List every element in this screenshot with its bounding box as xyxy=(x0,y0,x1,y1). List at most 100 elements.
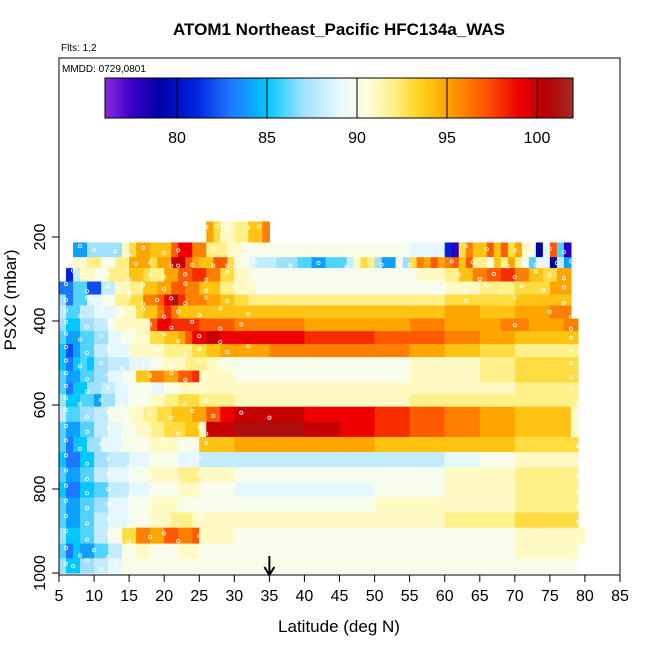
heatmap-cell xyxy=(220,331,306,345)
sample-point xyxy=(302,250,307,255)
colorbar-swatch xyxy=(389,78,394,118)
sample-point xyxy=(169,371,174,376)
sample-point xyxy=(442,285,447,290)
heatmap-cell xyxy=(437,257,446,269)
heatmap-cell xyxy=(514,331,579,345)
sample-point xyxy=(253,274,258,279)
heatmap-cell xyxy=(570,421,579,438)
heatmap-cell xyxy=(66,382,74,395)
heatmap-cell xyxy=(80,558,95,574)
heatmap-cell xyxy=(199,527,235,545)
sample-point xyxy=(204,440,209,445)
heatmap-cell xyxy=(514,512,579,529)
sample-point xyxy=(64,453,69,458)
sample-point xyxy=(106,517,111,522)
sample-point xyxy=(288,263,293,268)
sample-point xyxy=(64,319,69,324)
heatmap-cell xyxy=(500,268,516,283)
x-tick-label: 25 xyxy=(190,588,208,605)
heatmap-cell xyxy=(367,257,376,269)
heatmap-cell xyxy=(108,467,130,483)
sample-point xyxy=(183,353,188,358)
heatmap-cell xyxy=(234,497,306,514)
colorbar-swatch xyxy=(493,78,498,118)
heatmap-cell xyxy=(115,394,130,408)
heatmap-cell xyxy=(150,257,158,269)
sample-point xyxy=(190,408,195,413)
heatmap-cell xyxy=(108,527,123,545)
sample-point xyxy=(197,470,202,475)
heatmap-cell xyxy=(59,406,67,423)
heatmap-cell xyxy=(248,257,256,269)
sample-point xyxy=(99,334,104,339)
heatmap-cell xyxy=(248,221,263,244)
heatmap-cell xyxy=(94,482,109,498)
x-tick-label: 30 xyxy=(225,588,243,605)
heatmap-cell xyxy=(80,467,95,483)
sample-point xyxy=(106,284,111,289)
heatmap-cell xyxy=(493,257,502,269)
heatmap-cell xyxy=(409,394,481,408)
heatmap-cell xyxy=(94,370,109,383)
colorbar-swatch xyxy=(153,78,158,118)
y-axis: 200 400 600 800 1000 xyxy=(32,224,59,591)
sample-point xyxy=(526,251,531,256)
heatmap-cell xyxy=(444,242,453,258)
colorbar-swatch xyxy=(333,78,338,118)
heatmap-cell xyxy=(192,268,207,283)
heatmap-cell xyxy=(59,281,74,296)
heatmap-cell xyxy=(542,242,551,258)
sample-point xyxy=(176,263,181,268)
heatmap-cell xyxy=(514,436,579,453)
sample-point xyxy=(260,247,265,252)
sample-point xyxy=(197,346,202,351)
heatmap-cell xyxy=(458,257,467,269)
sample-point xyxy=(78,337,83,342)
heatmap-cell xyxy=(164,344,193,358)
heatmap-cell xyxy=(143,406,158,423)
heatmap-cell xyxy=(115,305,123,320)
heatmap-cell xyxy=(59,527,67,545)
heatmap-cell xyxy=(234,268,249,283)
colorbar-swatch xyxy=(305,78,310,118)
heatmap-cell xyxy=(514,305,551,320)
colorbar-swatch xyxy=(509,78,514,118)
heatmap-cell xyxy=(220,281,235,296)
heatmap-cell xyxy=(73,281,88,296)
heatmap-cell xyxy=(80,406,95,423)
heatmap-cell xyxy=(87,257,102,269)
sample-point xyxy=(225,263,230,268)
colorbar-swatch xyxy=(169,78,174,118)
colorbar-swatch xyxy=(357,78,362,118)
heatmap-cell xyxy=(325,257,348,269)
heatmap-cell xyxy=(192,370,200,383)
heatmap-cell xyxy=(493,242,502,258)
heatmap-cell xyxy=(234,406,306,423)
heatmap-cell xyxy=(409,318,446,332)
heatmap-cell xyxy=(374,467,446,483)
colorbar-swatch xyxy=(137,78,142,118)
heatmap-cell xyxy=(227,242,242,258)
sample-point xyxy=(64,396,69,401)
heatmap-cell xyxy=(108,543,123,559)
sample-point xyxy=(225,269,230,274)
sample-point xyxy=(148,322,153,327)
x-tick-label: 70 xyxy=(506,588,524,605)
heatmap-cell xyxy=(416,257,425,269)
sample-point xyxy=(127,550,132,555)
x-tick-label: 15 xyxy=(120,588,138,605)
sample-point xyxy=(575,504,580,509)
heatmap-cell xyxy=(199,257,214,269)
heatmap-cell xyxy=(164,294,172,307)
heatmap-cell xyxy=(269,281,446,296)
heatmap-cell xyxy=(304,543,411,559)
heatmap-cell xyxy=(234,281,256,296)
sample-point xyxy=(106,300,111,305)
sample-point xyxy=(169,415,174,420)
heatmap-cell xyxy=(192,406,207,423)
heatmap-cell xyxy=(80,543,95,559)
heatmap-cell xyxy=(94,467,109,483)
x-tick-label: 20 xyxy=(155,588,173,605)
heatmap-cell xyxy=(108,331,123,345)
heatmap-cell xyxy=(94,558,109,574)
